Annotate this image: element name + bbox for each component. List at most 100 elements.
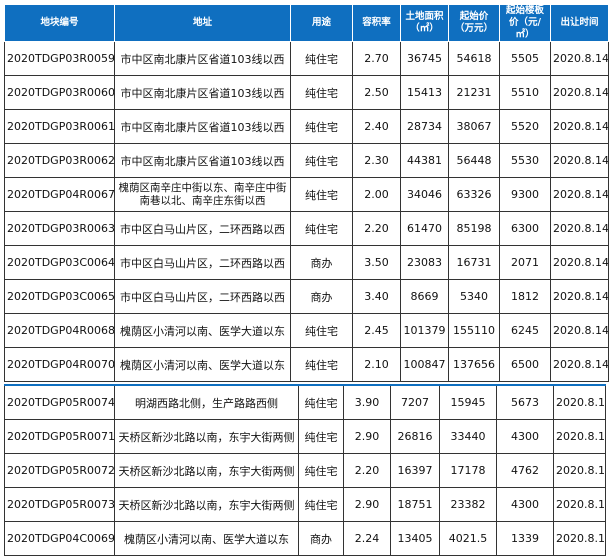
cell-address: 槐荫区小清河以南、医学大道以东 bbox=[114, 347, 291, 382]
cell-land-area: 18751 bbox=[390, 487, 440, 522]
cell-transfer-date: 2020.8.14 bbox=[553, 453, 606, 488]
cell-transfer-date: 2020.8.14 bbox=[550, 75, 609, 110]
cell-plot-ratio: 2.90 bbox=[343, 419, 391, 454]
cell-floor-price: 5520 bbox=[499, 109, 551, 144]
cell-floor-price: 1812 bbox=[499, 279, 551, 314]
cell-transfer-date: 2020.8.14 bbox=[550, 279, 609, 314]
cell-land-area: 36745 bbox=[400, 41, 449, 76]
cell-land-use: 纯住宅 bbox=[290, 75, 353, 110]
cell-address: 市中区南北康片区省道103线以西 bbox=[114, 75, 291, 110]
cell-land-use: 纯住宅 bbox=[298, 453, 344, 488]
cell-transfer-date: 2020.8.14 bbox=[550, 313, 609, 348]
column-header-plot-ratio: 容积率 bbox=[352, 4, 401, 42]
cell-parcel-id: 2020TDGP05R0074 bbox=[4, 384, 115, 420]
cell-parcel-id: 2020TDGP05R0071 bbox=[4, 419, 115, 454]
cell-starting-price: 137656 bbox=[448, 347, 500, 382]
table-row: 2020TDGP03R0061 市中区南北康片区省道103线以西 纯住宅 2.40 28… bbox=[4, 109, 609, 144]
cell-parcel-id: 2020TDGP05R0072 bbox=[4, 453, 115, 488]
cell-floor-price: 6300 bbox=[499, 211, 551, 246]
table-row: 2020TDGP03R0059 市中区南北康片区省道103线以西 纯住宅 2.70 36… bbox=[4, 41, 609, 76]
cell-plot-ratio: 3.40 bbox=[352, 279, 401, 314]
table-row: 2020TDGP03R0062 市中区南北康片区省道103线以西 纯住宅 2.30 44… bbox=[4, 143, 609, 178]
cell-land-area: 101379 bbox=[400, 313, 449, 348]
cell-land-area: 61470 bbox=[400, 211, 449, 246]
table-row: 2020TDGP04R0068 槐荫区小清河以南、医学大道以东 纯住宅 2.45 101… bbox=[4, 313, 609, 348]
cell-land-area: 23083 bbox=[400, 245, 449, 280]
cell-transfer-date: 2020.8.14 bbox=[553, 521, 606, 556]
cell-land-use: 纯住宅 bbox=[290, 143, 353, 178]
cell-land-use: 纯住宅 bbox=[290, 347, 353, 382]
cell-plot-ratio: 2.00 bbox=[352, 177, 401, 212]
cell-land-area: 15413 bbox=[400, 75, 449, 110]
table-row: 2020TDGP05R0072 天桥区新沙北路以南，东宇大街两侧 纯住宅 2.20 16… bbox=[4, 453, 606, 488]
cell-address: 槐荫区小清河以南、医学大道以东 bbox=[114, 521, 299, 556]
cell-land-use: 纯住宅 bbox=[298, 384, 344, 420]
cell-transfer-date: 2020.8.14 bbox=[553, 419, 606, 454]
cell-starting-price: 33440 bbox=[439, 419, 497, 454]
cell-land-area: 34046 bbox=[400, 177, 449, 212]
cell-land-use: 商办 bbox=[298, 521, 344, 556]
cell-starting-price: 21231 bbox=[448, 75, 500, 110]
cell-transfer-date: 2020.8.14 bbox=[550, 177, 609, 212]
cell-land-use: 纯住宅 bbox=[290, 177, 353, 212]
land-parcel-table-2: 2020TDGP05R0074 明湖西路北侧，生产路路西侧 纯住宅 3.90 7207 1… bbox=[4, 384, 606, 556]
cell-plot-ratio: 3.90 bbox=[343, 384, 391, 420]
cell-floor-price: 4300 bbox=[496, 419, 554, 454]
cell-land-area: 7207 bbox=[390, 384, 440, 420]
cell-land-use: 纯住宅 bbox=[290, 313, 353, 348]
cell-transfer-date: 2020.8.14 bbox=[550, 109, 609, 144]
cell-parcel-id: 2020TDGP05R0073 bbox=[4, 487, 115, 522]
column-header-address: 地址 bbox=[114, 4, 291, 42]
cell-land-use: 商办 bbox=[290, 245, 353, 280]
cell-plot-ratio: 2.50 bbox=[352, 75, 401, 110]
column-header-parcel-id: 地块编号 bbox=[4, 4, 115, 42]
table-row: 2020TDGP03R0060 市中区南北康片区省道103线以西 纯住宅 2.50 15… bbox=[4, 75, 609, 110]
cell-address: 市中区南北康片区省道103线以西 bbox=[114, 109, 291, 144]
cell-parcel-id: 2020TDGP03R0061 bbox=[4, 109, 115, 144]
cell-plot-ratio: 2.70 bbox=[352, 41, 401, 76]
cell-starting-price: 16731 bbox=[448, 245, 500, 280]
cell-land-use: 纯住宅 bbox=[290, 211, 353, 246]
table-row: 2020TDGP03R0063 市中区白马山片区，二环西路以西 纯住宅 2.20 614… bbox=[4, 211, 609, 246]
cell-address: 市中区白马山片区，二环西路以西 bbox=[114, 211, 291, 246]
cell-land-area: 26816 bbox=[390, 419, 440, 454]
cell-land-use: 纯住宅 bbox=[298, 419, 344, 454]
column-header-land-area: 土地面积（㎡） bbox=[400, 4, 449, 42]
cell-transfer-date: 2020.8.14 bbox=[550, 245, 609, 280]
cell-starting-price: 54618 bbox=[448, 41, 500, 76]
cell-starting-price: 85198 bbox=[448, 211, 500, 246]
cell-plot-ratio: 2.90 bbox=[343, 487, 391, 522]
cell-parcel-id: 2020TDGP04R0067 bbox=[4, 177, 115, 212]
cell-transfer-date: 2020.8.14 bbox=[550, 41, 609, 76]
cell-address: 槐荫区南辛庄中街以东、南辛庄中街南巷以北、南辛庄东街以西 bbox=[114, 177, 291, 212]
cell-transfer-date: 2020.8.14 bbox=[550, 347, 609, 382]
cell-starting-price: 15945 bbox=[439, 384, 497, 420]
cell-address: 天桥区新沙北路以南，东宇大街两侧 bbox=[114, 453, 299, 488]
cell-plot-ratio: 2.45 bbox=[352, 313, 401, 348]
cell-starting-price: 56448 bbox=[448, 143, 500, 178]
column-header-transfer-date: 出让时间 bbox=[550, 4, 609, 42]
cell-land-use: 商办 bbox=[290, 279, 353, 314]
table-row: 2020TDGP05R0071 天桥区新沙北路以南，东宇大街两侧 纯住宅 2.90 26… bbox=[4, 419, 606, 454]
cell-address: 市中区白马山片区，二环西路以西 bbox=[114, 245, 291, 280]
cell-plot-ratio: 2.20 bbox=[352, 211, 401, 246]
cell-starting-price: 17178 bbox=[439, 453, 497, 488]
cell-floor-price: 5673 bbox=[496, 384, 554, 420]
cell-parcel-id: 2020TDGP03C0065 bbox=[4, 279, 115, 314]
cell-plot-ratio: 2.30 bbox=[352, 143, 401, 178]
cell-address: 天桥区新沙北路以南，东宇大街两侧 bbox=[114, 419, 299, 454]
cell-land-area: 28734 bbox=[400, 109, 449, 144]
column-header-starting-price: 起始价（万元） bbox=[448, 4, 500, 42]
cell-floor-price: 9300 bbox=[499, 177, 551, 212]
cell-floor-price: 6500 bbox=[499, 347, 551, 382]
table-row: 2020TDGP04C0069 槐荫区小清河以南、医学大道以东 商办 2.24 1340… bbox=[4, 521, 606, 556]
column-header-floor-price: 起始楼板价（元/㎡） bbox=[499, 4, 551, 42]
cell-transfer-date: 2020.8.14 bbox=[550, 211, 609, 246]
cell-plot-ratio: 2.40 bbox=[352, 109, 401, 144]
cell-parcel-id: 2020TDGP03R0060 bbox=[4, 75, 115, 110]
cell-floor-price: 5530 bbox=[499, 143, 551, 178]
cell-plot-ratio: 3.50 bbox=[352, 245, 401, 280]
cell-floor-price: 5505 bbox=[499, 41, 551, 76]
cell-floor-price: 4762 bbox=[496, 453, 554, 488]
cell-floor-price: 4300 bbox=[496, 487, 554, 522]
